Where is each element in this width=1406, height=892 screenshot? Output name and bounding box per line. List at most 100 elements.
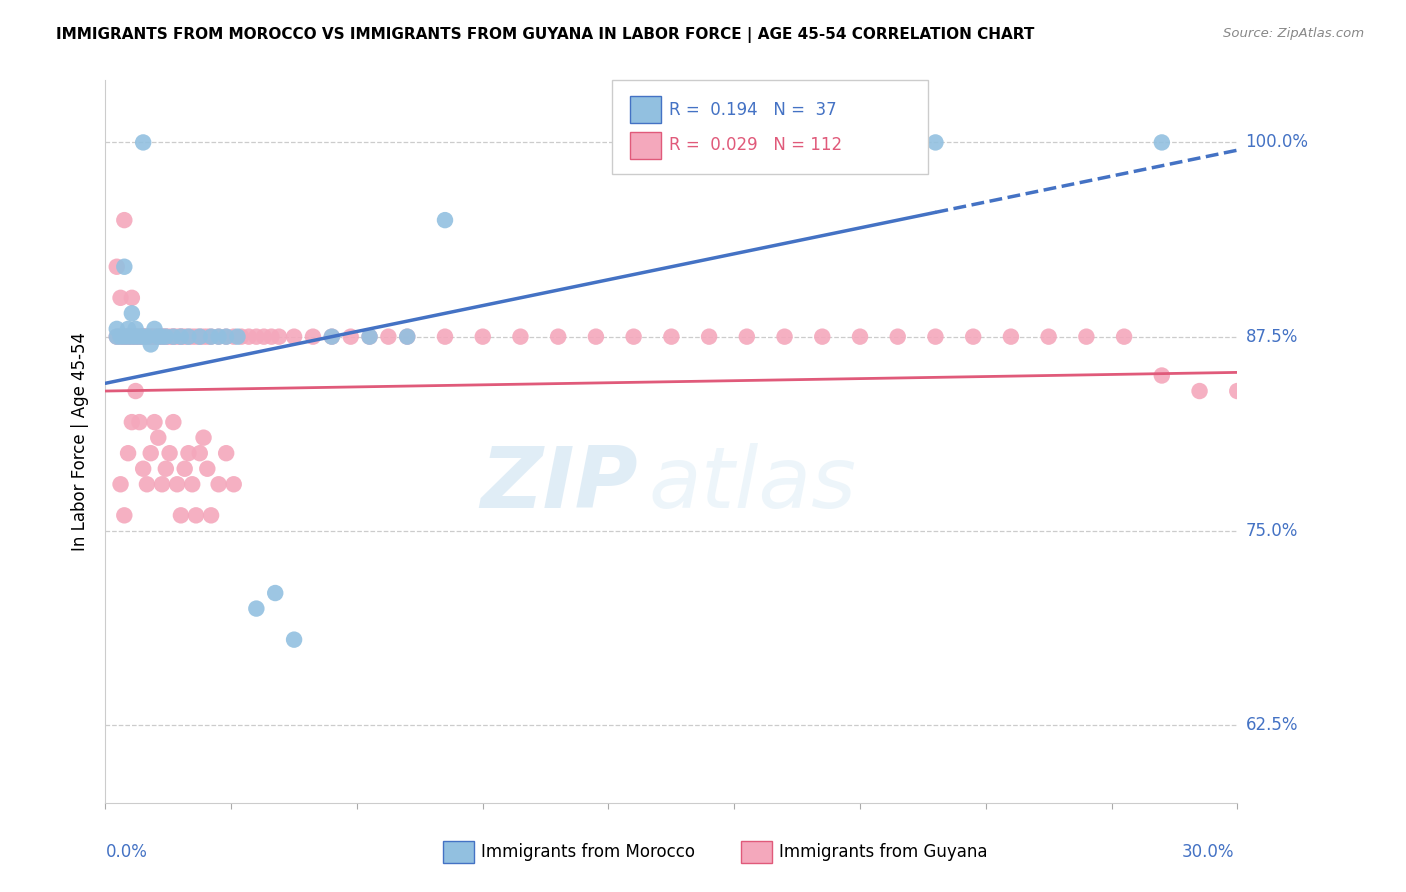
Point bbox=[1226, 384, 1249, 398]
Point bbox=[110, 477, 132, 491]
Point bbox=[215, 329, 238, 343]
Point bbox=[110, 291, 132, 305]
Point bbox=[170, 508, 193, 523]
Point bbox=[215, 329, 238, 343]
Point bbox=[112, 260, 135, 274]
Point bbox=[136, 329, 159, 343]
Point bbox=[1188, 384, 1211, 398]
Point bbox=[697, 329, 720, 343]
Point bbox=[112, 213, 135, 227]
Point bbox=[188, 446, 211, 460]
Point bbox=[136, 329, 159, 343]
Point bbox=[208, 329, 231, 343]
Point bbox=[924, 329, 946, 343]
Point bbox=[139, 329, 162, 343]
Point bbox=[253, 329, 276, 343]
Point bbox=[321, 329, 343, 343]
Point bbox=[1000, 329, 1022, 343]
Point bbox=[150, 329, 173, 343]
Point bbox=[121, 291, 143, 305]
Point bbox=[396, 329, 419, 343]
Point bbox=[124, 329, 146, 343]
Point bbox=[208, 477, 231, 491]
Point bbox=[132, 461, 155, 475]
Point bbox=[143, 329, 166, 343]
Point bbox=[148, 329, 170, 343]
Point bbox=[166, 477, 188, 491]
Point bbox=[148, 329, 170, 343]
Point bbox=[155, 329, 177, 343]
Point bbox=[849, 329, 872, 343]
Point bbox=[166, 329, 188, 343]
Point bbox=[139, 446, 162, 460]
Point bbox=[150, 329, 173, 343]
Point bbox=[339, 329, 361, 343]
Point bbox=[155, 329, 177, 343]
Point bbox=[105, 260, 128, 274]
Point bbox=[887, 329, 910, 343]
Point bbox=[128, 415, 150, 429]
Point bbox=[509, 329, 531, 343]
Point bbox=[184, 508, 207, 523]
Point bbox=[222, 329, 245, 343]
Point bbox=[117, 329, 139, 343]
Point bbox=[1038, 329, 1060, 343]
Point bbox=[136, 329, 159, 343]
Point bbox=[121, 329, 143, 343]
Point bbox=[215, 446, 238, 460]
Text: IMMIGRANTS FROM MOROCCO VS IMMIGRANTS FROM GUYANA IN LABOR FORCE | AGE 45-54 COR: IMMIGRANTS FROM MOROCCO VS IMMIGRANTS FR… bbox=[56, 27, 1035, 43]
Point bbox=[200, 329, 222, 343]
Point bbox=[222, 477, 245, 491]
Point bbox=[110, 329, 132, 343]
Point bbox=[132, 329, 155, 343]
Point bbox=[117, 446, 139, 460]
Point bbox=[139, 329, 162, 343]
Point bbox=[132, 329, 155, 343]
Text: 62.5%: 62.5% bbox=[1246, 716, 1298, 734]
Point bbox=[143, 322, 166, 336]
Point bbox=[471, 329, 494, 343]
Point bbox=[359, 329, 381, 343]
Text: 30.0%: 30.0% bbox=[1182, 843, 1234, 861]
Point bbox=[170, 329, 193, 343]
Point bbox=[177, 446, 200, 460]
Point bbox=[139, 337, 162, 351]
Text: R =  0.194   N =  37: R = 0.194 N = 37 bbox=[669, 101, 837, 119]
Point bbox=[302, 329, 325, 343]
Point bbox=[117, 322, 139, 336]
Point bbox=[433, 329, 456, 343]
Point bbox=[283, 329, 305, 343]
Point bbox=[735, 329, 758, 343]
Point bbox=[547, 329, 569, 343]
Point bbox=[148, 329, 170, 343]
Point bbox=[177, 329, 200, 343]
Point bbox=[359, 329, 381, 343]
Point bbox=[128, 329, 150, 343]
Point bbox=[170, 329, 193, 343]
Text: 75.0%: 75.0% bbox=[1246, 522, 1298, 540]
Point bbox=[924, 136, 946, 150]
Point bbox=[238, 329, 260, 343]
Point bbox=[321, 329, 343, 343]
Point bbox=[105, 322, 128, 336]
Point bbox=[773, 329, 796, 343]
Point bbox=[200, 508, 222, 523]
Point bbox=[121, 329, 143, 343]
Point bbox=[195, 329, 218, 343]
Point bbox=[124, 322, 146, 336]
Point bbox=[155, 461, 177, 475]
Point bbox=[195, 461, 218, 475]
Point bbox=[117, 329, 139, 343]
Point bbox=[193, 431, 215, 445]
Point bbox=[124, 329, 146, 343]
Point bbox=[1150, 136, 1173, 150]
Point bbox=[112, 329, 135, 343]
Point bbox=[128, 329, 150, 343]
Point bbox=[132, 329, 155, 343]
Point bbox=[226, 329, 249, 343]
Point bbox=[128, 329, 150, 343]
Point bbox=[181, 477, 204, 491]
Point bbox=[143, 329, 166, 343]
Point bbox=[962, 329, 984, 343]
Point bbox=[181, 329, 204, 343]
